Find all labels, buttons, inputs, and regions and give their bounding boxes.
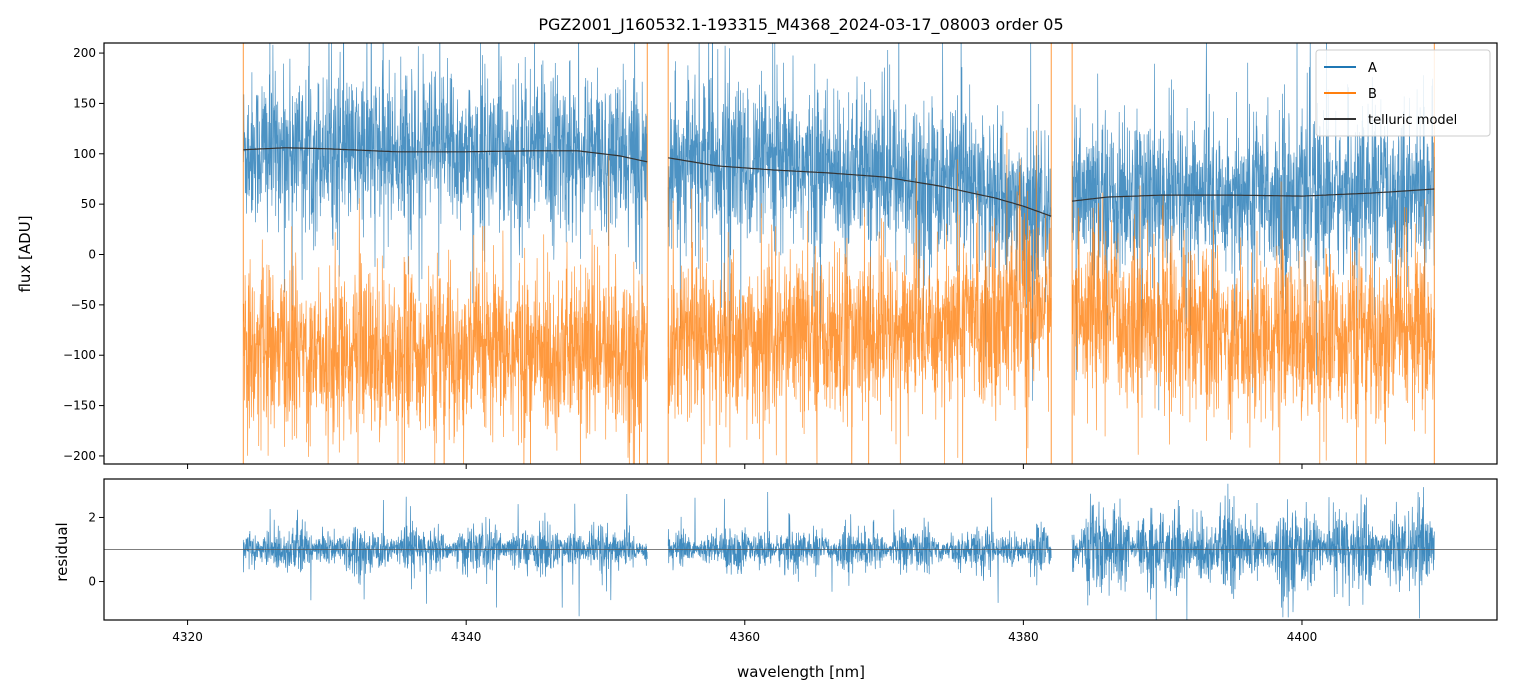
series-b-line — [242, 130, 1435, 464]
series-a-line — [242, 43, 1435, 411]
residual-axes-frame — [103, 478, 1498, 621]
flux-x-ticks — [187, 464, 1303, 469]
flux-y-tick-label: 150 — [73, 96, 96, 110]
legend-label-b: B — [1368, 87, 1377, 102]
flux-y-tick-label: −50 — [71, 298, 96, 312]
flux-y-tick-label: 200 — [73, 46, 96, 60]
residual-y-ticks: 02 — [88, 510, 104, 589]
flux-y-ticks: −200 −150 −100 −50 0 50 100 150 200 — [63, 46, 104, 463]
chart-title: PGZ2001_J160532.1-193315_M4368_2024-03-1… — [538, 15, 1063, 35]
residual-x-tick-label: 4400 — [1287, 630, 1318, 644]
series-telluric-model-line — [1072, 188, 1435, 202]
residual-x-tick-label: 4380 — [1008, 630, 1039, 644]
series-telluric-model-line — [243, 147, 648, 163]
residual-panel: 02 4320 4340 4360 4380 4400 residual wavelen… — [53, 478, 1498, 681]
x-axis-label: wavelength [nm] — [737, 663, 865, 681]
legend-box — [1315, 49, 1491, 137]
legend-label-telluric: telluric model — [1368, 113, 1457, 128]
residual-y-axis-label: residual — [53, 522, 71, 581]
flux-y-axis-label: flux [ADU] — [16, 215, 34, 292]
flux-y-tick-label: 50 — [81, 197, 96, 211]
flux-y-tick-label: −200 — [63, 449, 96, 463]
residual-plot-area — [104, 483, 1497, 620]
series-telluric-model-line — [668, 157, 1052, 217]
legend: A B telluric model — [1315, 49, 1491, 137]
flux-plot-area — [242, 43, 1435, 464]
residual-x-tick-label: 4360 — [730, 630, 761, 644]
residual-y-tick-label: 0 — [88, 575, 96, 589]
flux-y-tick-label: −100 — [63, 348, 96, 362]
flux-y-tick-label: 100 — [73, 147, 96, 161]
residual-x-tick-label: 4320 — [172, 630, 203, 644]
legend-label-a: A — [1368, 61, 1377, 76]
flux-panel: −200 −150 −100 −50 0 50 100 150 200 flux [ADU] A… — [16, 42, 1498, 469]
residual-x-ticks: 4320 4340 4360 4380 4400 — [172, 620, 1317, 644]
residual-y-tick-label: 2 — [88, 510, 96, 524]
flux-axes-frame — [103, 42, 1498, 465]
flux-y-tick-label: 0 — [88, 248, 96, 262]
flux-y-tick-label: −150 — [63, 399, 96, 413]
residual-x-tick-label: 4340 — [451, 630, 482, 644]
series-residual-line — [242, 483, 1435, 620]
